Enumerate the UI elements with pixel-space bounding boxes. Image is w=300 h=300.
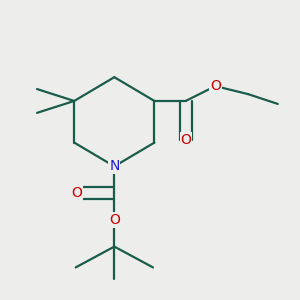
Text: O: O [109,213,120,227]
Text: O: O [180,133,191,147]
Text: O: O [210,79,221,93]
Text: O: O [72,186,83,200]
Text: N: N [109,159,119,173]
